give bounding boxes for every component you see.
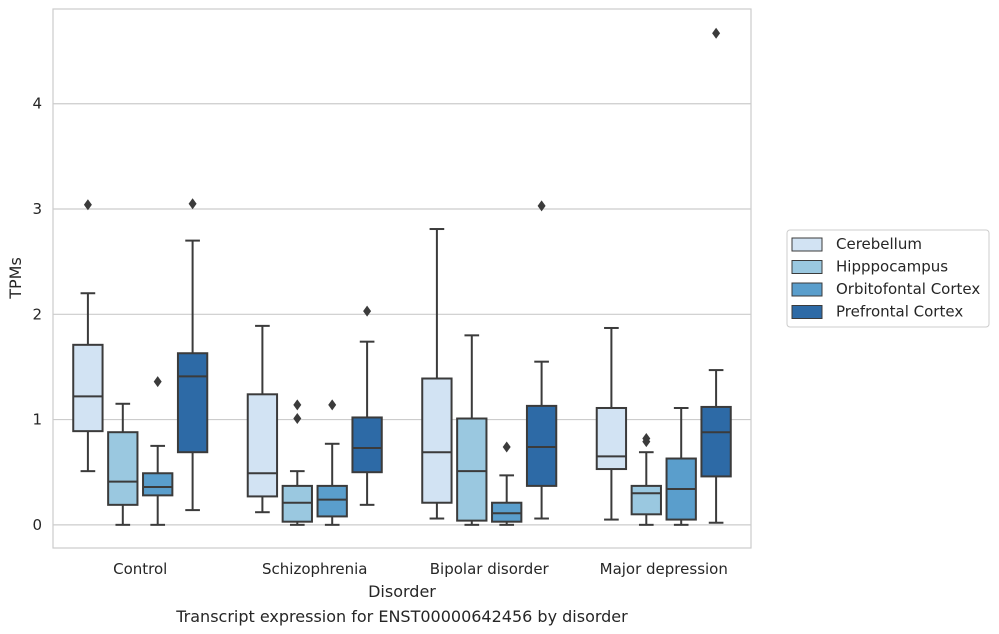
y-axis-label: TPMs (6, 257, 25, 300)
legend-label: Orbitofontal Cortex (836, 280, 980, 298)
outlier-point (293, 413, 302, 425)
box-hipppocampus-control (107, 402, 139, 526)
box-hipppocampus-schizophrenia (281, 399, 313, 526)
box-hipppocampus-major-depression (630, 433, 662, 526)
x-tick-label: Bipolar disorder (430, 560, 550, 578)
outlier-point (642, 433, 651, 445)
box-iqr (281, 484, 313, 523)
chart-caption: Transcript expression for ENST0000064245… (175, 607, 628, 626)
box-prefrontal-cortex-control (176, 198, 209, 512)
box-iqr (700, 405, 732, 478)
legend-label: Hipppocampus (836, 258, 948, 276)
outlier-point (537, 200, 546, 212)
box-cerebellum-major-depression (595, 326, 628, 521)
legend-label: Prefrontal Cortex (836, 303, 963, 321)
box-iqr (351, 416, 383, 474)
box-iqr (456, 417, 488, 522)
box-iqr (421, 377, 453, 504)
box-plot-marks (72, 27, 732, 526)
box-iqr (142, 472, 174, 497)
plot-area-frame (52, 8, 752, 549)
box-iqr (246, 393, 279, 498)
y-tick-label: 3 (32, 200, 42, 218)
x-tick-label: Control (113, 560, 167, 578)
box-iqr (491, 501, 523, 523)
outlier-point (328, 399, 337, 411)
legend-frame (786, 229, 990, 328)
x-axis-label: Disorder (368, 582, 436, 601)
outlier-point (293, 399, 302, 411)
box-orbitofontal-cortex-bipolar-disorder (491, 441, 523, 526)
grid-lines (53, 103, 751, 526)
x-tick-labels: Control Schizophrenia Bipolar disorder Majo… (113, 560, 728, 578)
box-prefrontal-cortex-schizophrenia (351, 305, 383, 506)
outlier-point (712, 27, 721, 39)
box-orbitofontal-cortex-control (142, 376, 174, 526)
legend-label: Cerebellum (836, 235, 922, 253)
box-iqr (595, 406, 628, 471)
outlier-point (83, 199, 92, 211)
outlier-point (502, 441, 511, 453)
box-cerebellum-bipolar-disorder (421, 228, 453, 520)
box-iqr (316, 484, 348, 518)
box-iqr (630, 484, 662, 516)
box-orbitofontal-cortex-major-depression (665, 406, 697, 526)
y-tick-label: 4 (32, 95, 42, 113)
x-tick-label: Major depression (600, 560, 728, 578)
y-tick-label: 0 (32, 516, 42, 534)
box-iqr (525, 404, 558, 487)
x-tick-label: Schizophrenia (262, 560, 367, 578)
y-tick-label: 1 (32, 411, 42, 429)
box-cerebellum-control (72, 199, 104, 473)
box-hipppocampus-bipolar-disorder (456, 334, 488, 526)
legend: Cerebellum Hipppocampus Orbitofontal Corte… (786, 229, 990, 328)
box-prefrontal-cortex-bipolar-disorder (525, 200, 558, 520)
box-iqr (176, 352, 209, 454)
box-prefrontal-cortex-major-depression (700, 27, 732, 524)
box-iqr (72, 343, 104, 433)
legend-swatch (791, 305, 823, 319)
outlier-point (153, 376, 162, 388)
box-cerebellum-schizophrenia (246, 324, 279, 514)
outlier-point (363, 305, 372, 317)
y-tick-labels: 0 1 2 3 4 (32, 95, 42, 534)
box-iqr (107, 431, 139, 506)
legend-swatch (791, 237, 823, 252)
legend-swatch (791, 260, 823, 274)
outlier-point (188, 198, 197, 210)
y-tick-label: 2 (32, 305, 42, 323)
box-orbitofontal-cortex-schizophrenia (316, 399, 348, 526)
legend-swatch (791, 282, 823, 297)
